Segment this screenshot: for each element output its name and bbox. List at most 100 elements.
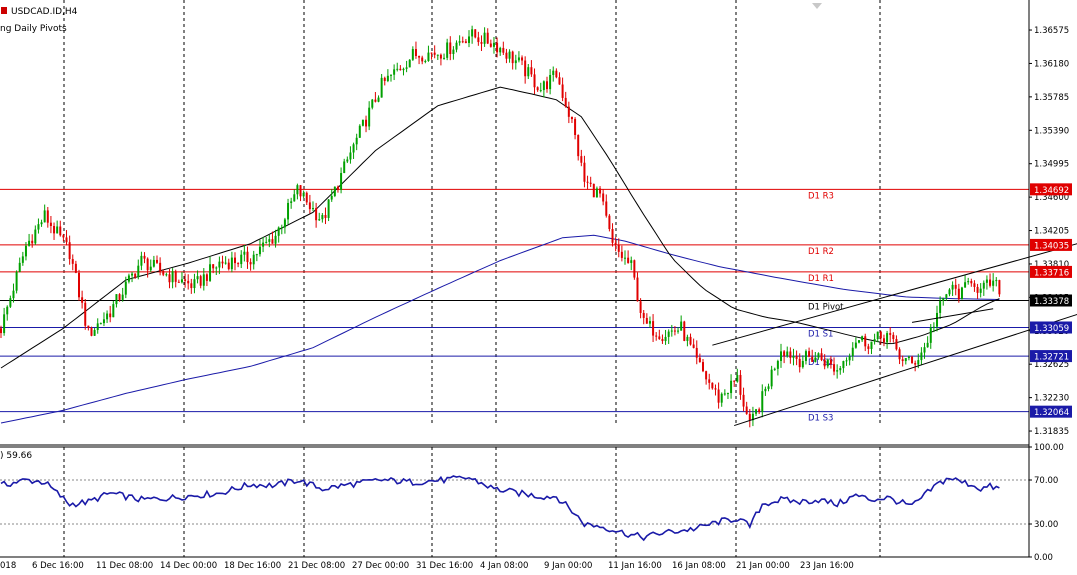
candle-body <box>998 280 1001 295</box>
candle-body <box>402 68 405 71</box>
candle-body <box>15 272 18 291</box>
candle-body <box>995 280 998 282</box>
candle-body <box>486 32 489 44</box>
candle-body <box>599 188 602 194</box>
candle-body <box>9 298 12 307</box>
y-tick-label: 1.36575 <box>1034 26 1069 36</box>
candle-body <box>106 313 109 320</box>
candle-body <box>711 382 714 389</box>
candle-body <box>68 242 71 260</box>
candle-body <box>212 264 215 269</box>
candle-body <box>262 242 265 247</box>
candle-body <box>293 194 296 202</box>
candle-body <box>28 240 31 246</box>
pivot-label: D1 R1 <box>808 274 834 284</box>
x-tick-label: 16 Jan 08:00 <box>672 561 726 571</box>
candle-body <box>917 360 920 365</box>
candle-body <box>736 374 739 382</box>
candle-body <box>948 289 951 295</box>
candle-body <box>302 192 305 197</box>
candle-body <box>87 325 90 328</box>
x-tick-label: 9 Jan 00:00 <box>544 561 592 571</box>
candle-body <box>0 328 2 334</box>
candle-body <box>608 215 611 230</box>
chart-shift-marker-icon <box>812 3 822 9</box>
candle-body <box>661 339 664 342</box>
pivot-price-tag <box>1030 265 1072 278</box>
candle-body <box>455 42 458 50</box>
pivot-label: D1 Pivot <box>808 303 844 313</box>
candle-body <box>954 284 957 289</box>
candle-body <box>546 81 548 90</box>
candle-body <box>583 162 586 182</box>
candle-body <box>149 266 152 271</box>
candle-body <box>377 97 380 102</box>
candle-body <box>393 69 396 75</box>
candle-body <box>898 349 901 360</box>
candle-body <box>277 227 280 236</box>
candle-body <box>237 263 240 265</box>
candle-body <box>37 224 40 230</box>
x-tick-label: 23 Jan 16:00 <box>800 561 854 571</box>
candle-body <box>112 304 115 318</box>
candle-body <box>567 106 570 117</box>
candle-body <box>333 186 336 196</box>
symbol-marker-icon <box>1 7 7 14</box>
candle-body <box>851 347 854 357</box>
candle-body <box>645 317 648 324</box>
candle-body <box>84 302 87 326</box>
candle-body <box>521 57 524 61</box>
candle-body <box>530 67 533 75</box>
candle-body <box>870 341 873 349</box>
candle-body <box>215 267 218 269</box>
candle-body <box>926 342 929 348</box>
candle-body <box>180 279 183 283</box>
candle-body <box>574 119 577 136</box>
candle-body <box>371 99 374 108</box>
candle-body <box>358 125 361 138</box>
candle-body <box>683 321 686 341</box>
candle-body <box>611 229 614 243</box>
candle-body <box>496 42 499 53</box>
candle-body <box>399 68 402 71</box>
candle-body <box>196 276 199 280</box>
candle-body <box>742 394 745 407</box>
candle-body <box>405 67 408 69</box>
candle-body <box>489 43 492 47</box>
candle-body <box>336 186 339 190</box>
candle-body <box>246 251 249 263</box>
candle-body <box>717 389 720 403</box>
candle-body <box>99 323 102 325</box>
candle-body <box>12 290 15 299</box>
x-tick-label: 11 Jan 16:00 <box>608 561 662 571</box>
candle-body <box>514 60 517 64</box>
x-tick-label: 018 <box>0 561 16 571</box>
candle-body <box>508 51 511 59</box>
candle-body <box>979 288 982 293</box>
candle-body <box>698 357 701 363</box>
candle-body <box>421 57 424 62</box>
candle-body <box>992 280 995 286</box>
candle-body <box>751 413 754 421</box>
x-tick-label: 21 Jan 00:00 <box>736 561 790 571</box>
candle-body <box>861 336 864 341</box>
candle-body <box>290 201 293 203</box>
candle-body <box>53 226 56 234</box>
candle-body <box>40 222 43 225</box>
trend-line <box>712 243 1077 346</box>
candle-body <box>190 283 193 289</box>
candle-body <box>624 257 626 259</box>
pivot-price-tag <box>1030 321 1072 334</box>
candle-body <box>127 275 130 282</box>
price-tags: 1.34692 1.34035 1.33716 1.33059 1.32721 1.320… <box>1030 183 1072 418</box>
candle-body <box>692 344 695 348</box>
candle-body <box>18 262 21 273</box>
candle-body <box>159 262 162 272</box>
candle-body <box>848 356 851 361</box>
current-price-tag-label: 1.33378 <box>1034 297 1069 307</box>
candle-body <box>124 281 127 295</box>
candle-body <box>118 294 121 300</box>
candle-body <box>686 336 689 341</box>
candle-body <box>895 339 898 350</box>
y-tick-label: 1.34205 <box>1034 227 1069 237</box>
